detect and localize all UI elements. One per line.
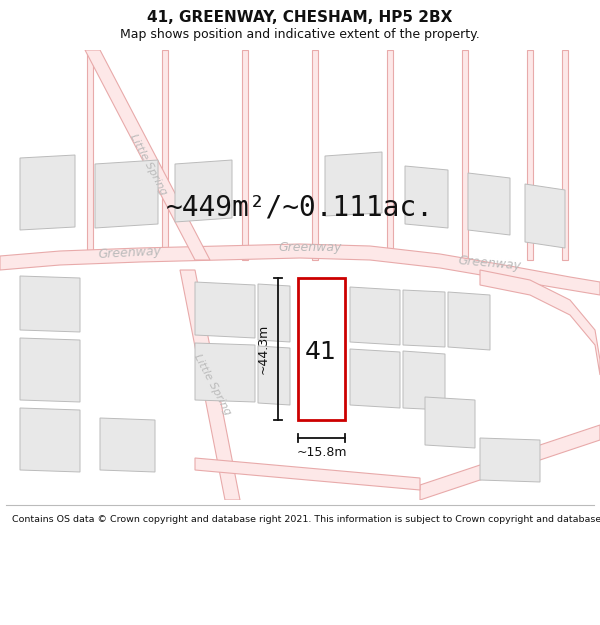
Text: ~449m²/~0.111ac.: ~449m²/~0.111ac. <box>166 194 434 222</box>
Polygon shape <box>325 152 382 216</box>
Polygon shape <box>180 270 240 500</box>
Polygon shape <box>350 349 400 408</box>
Polygon shape <box>468 173 510 235</box>
Polygon shape <box>562 50 568 260</box>
Polygon shape <box>462 50 468 260</box>
Text: Greenway: Greenway <box>278 241 341 254</box>
Text: ~15.8m: ~15.8m <box>296 446 347 459</box>
Polygon shape <box>420 425 600 500</box>
Polygon shape <box>20 276 80 332</box>
Text: 41: 41 <box>305 340 337 364</box>
Polygon shape <box>85 50 210 260</box>
Text: Map shows position and indicative extent of the property.: Map shows position and indicative extent… <box>120 28 480 41</box>
Polygon shape <box>87 50 93 260</box>
Polygon shape <box>312 50 318 260</box>
Polygon shape <box>242 50 248 260</box>
Polygon shape <box>195 343 255 402</box>
Text: Greenway: Greenway <box>98 245 162 261</box>
Polygon shape <box>100 418 155 472</box>
Polygon shape <box>195 458 420 490</box>
Polygon shape <box>387 50 393 260</box>
Polygon shape <box>20 155 75 230</box>
Polygon shape <box>527 50 533 260</box>
Text: Contains OS data © Crown copyright and database right 2021. This information is : Contains OS data © Crown copyright and d… <box>12 515 600 524</box>
Text: Little Spring: Little Spring <box>191 352 232 418</box>
Text: Little Spring: Little Spring <box>128 132 169 198</box>
Polygon shape <box>258 346 290 405</box>
Polygon shape <box>195 282 255 338</box>
Polygon shape <box>162 50 168 260</box>
Text: ~44.3m: ~44.3m <box>257 324 270 374</box>
Polygon shape <box>480 438 540 482</box>
Polygon shape <box>448 292 490 350</box>
Polygon shape <box>20 338 80 402</box>
Polygon shape <box>95 160 158 228</box>
Polygon shape <box>480 270 600 375</box>
Polygon shape <box>20 408 80 472</box>
Polygon shape <box>405 166 448 228</box>
Polygon shape <box>403 351 445 410</box>
Polygon shape <box>258 284 290 342</box>
Text: 41, GREENWAY, CHESHAM, HP5 2BX: 41, GREENWAY, CHESHAM, HP5 2BX <box>148 10 452 25</box>
Polygon shape <box>175 160 232 222</box>
Polygon shape <box>525 184 565 248</box>
Polygon shape <box>425 397 475 448</box>
Polygon shape <box>298 278 345 420</box>
Polygon shape <box>0 244 600 295</box>
Text: Greenway: Greenway <box>458 254 522 272</box>
Polygon shape <box>403 290 445 347</box>
Polygon shape <box>350 287 400 345</box>
